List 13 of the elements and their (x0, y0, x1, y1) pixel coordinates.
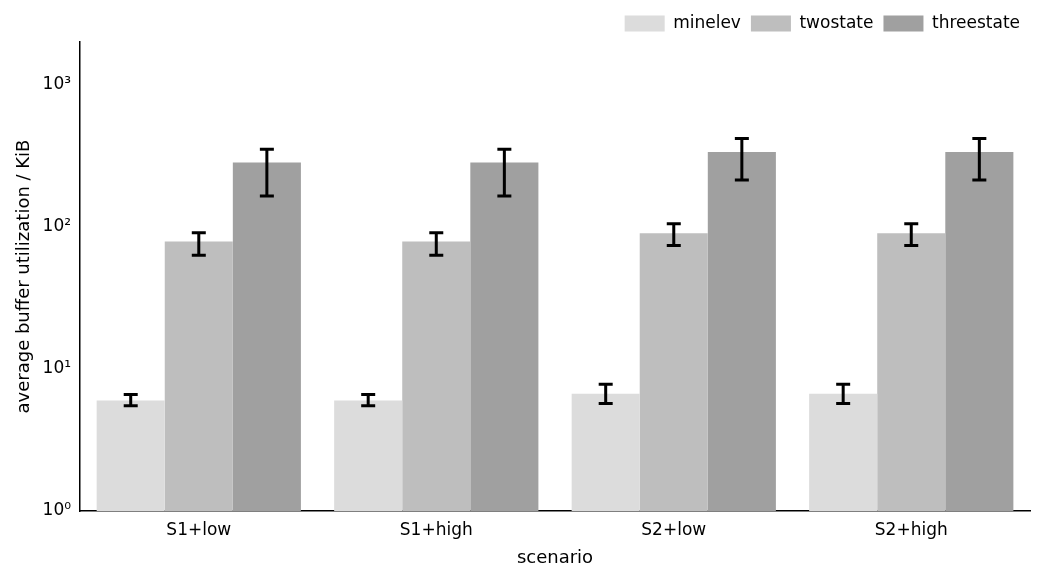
x-tick-label: S2+low (641, 518, 707, 539)
legend-label: threestate (931, 11, 1021, 32)
legend-label: minelev (673, 11, 741, 32)
legend-label: twostate (799, 11, 874, 32)
y-tick-label: 10¹ (42, 357, 72, 378)
y-axis-title: average buffer utilization / KiB (12, 139, 34, 414)
x-tick-label: S1+low (166, 518, 232, 539)
y-tick-label: 10² (42, 215, 72, 236)
y-tick-label: 10³ (42, 73, 72, 94)
x-tick-label: S1+high (399, 518, 473, 539)
x-axis-title: scenario (516, 545, 594, 567)
x-tick-label: S2+high (874, 518, 948, 539)
y-tick-label: 10⁰ (42, 499, 72, 520)
